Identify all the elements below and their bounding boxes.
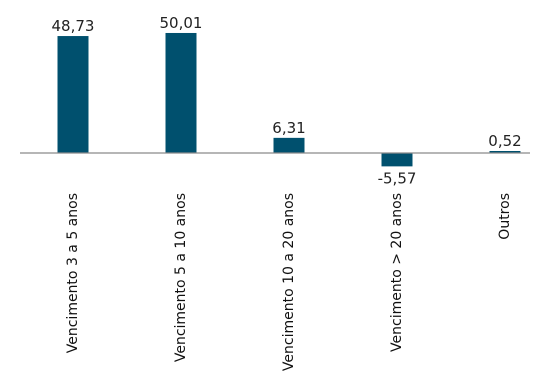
value-label-3: 6,31 bbox=[272, 119, 305, 137]
bar-3 bbox=[273, 137, 305, 153]
category-label-2: Vencimento 5 a 10 anos bbox=[173, 193, 189, 362]
value-label-4: -5,57 bbox=[378, 169, 417, 187]
bar-2 bbox=[165, 32, 197, 154]
bar-1 bbox=[57, 36, 89, 153]
category-labels-group: Vencimento 3 a 5 anos Vencimento 5 a 10 a… bbox=[65, 193, 513, 371]
category-label-4: Vencimento > 20 anos bbox=[389, 193, 405, 352]
value-labels-group: 48,73 50,01 6,31 -5,57 0,52 bbox=[52, 14, 522, 187]
value-label-2: 50,01 bbox=[160, 14, 203, 32]
category-label-3: Vencimento 10 a 20 anos bbox=[281, 193, 297, 371]
category-label-5: Outros bbox=[497, 193, 513, 240]
category-label-1: Vencimento 3 a 5 anos bbox=[65, 193, 81, 353]
value-label-5: 0,52 bbox=[488, 132, 521, 150]
bars-group bbox=[57, 32, 521, 167]
value-label-1: 48,73 bbox=[52, 17, 95, 35]
bar-5 bbox=[489, 151, 521, 153]
bar-4 bbox=[381, 153, 413, 167]
